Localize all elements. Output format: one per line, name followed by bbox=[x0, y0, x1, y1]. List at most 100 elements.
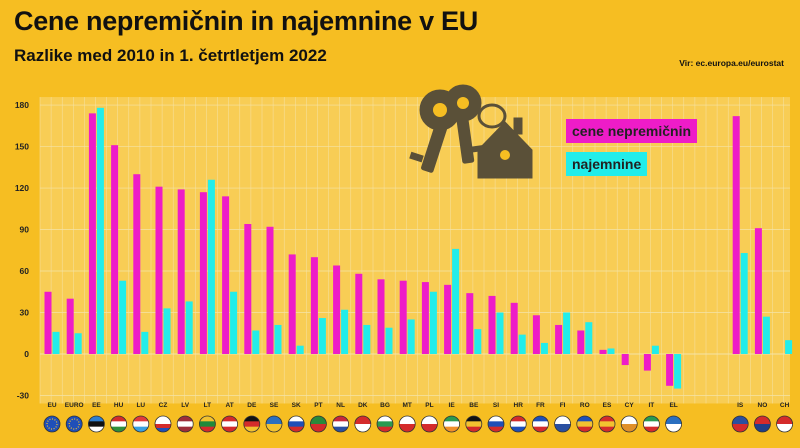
flag-ES-icon bbox=[598, 415, 616, 433]
flag-NO-icon bbox=[754, 415, 771, 433]
x-tick-label-SK: SK bbox=[292, 402, 301, 409]
bar-prices-CZ bbox=[155, 186, 163, 354]
bar-prices-FR bbox=[532, 315, 540, 354]
bar-prices-SE bbox=[266, 226, 274, 354]
bar-prices-IS bbox=[732, 116, 740, 355]
bar-rents-DK bbox=[363, 324, 371, 354]
flag-LT-icon bbox=[198, 415, 216, 433]
x-tick-label-AT: AT bbox=[226, 402, 234, 409]
x-tick-label-CZ: CZ bbox=[159, 402, 168, 409]
x-tick-label-IS: IS bbox=[737, 402, 744, 409]
x-tick-label-HR: HR bbox=[514, 402, 524, 409]
bar-prices-CY bbox=[621, 354, 629, 366]
bar-rents-HR bbox=[518, 334, 526, 354]
bar-prices-PT bbox=[310, 257, 318, 354]
x-tick-label-FR: FR bbox=[536, 402, 545, 409]
bar-prices-EE bbox=[88, 113, 96, 354]
bar-prices-BG bbox=[377, 279, 385, 354]
x-tick-label-PL: PL bbox=[425, 402, 433, 409]
flag-FR-icon bbox=[532, 415, 549, 433]
flag-PL-icon bbox=[420, 415, 438, 433]
x-tick-label-IT: IT bbox=[649, 402, 655, 409]
bar-rents-NO bbox=[762, 316, 770, 354]
bar-rents-HU bbox=[119, 280, 127, 354]
bar-rents-CH bbox=[785, 340, 793, 354]
bar-prices-RO bbox=[577, 330, 585, 354]
bar-rents-NL bbox=[341, 309, 349, 354]
bar-rents-EE bbox=[96, 107, 104, 355]
bar-prices-HU bbox=[111, 145, 119, 354]
x-tick-label-DK: DK bbox=[358, 402, 368, 409]
flag-AT-icon bbox=[221, 415, 239, 433]
y-tick-label: 180 bbox=[15, 100, 29, 110]
bar-prices-LU bbox=[133, 174, 141, 354]
flag-LV-icon bbox=[176, 415, 194, 433]
bars bbox=[44, 107, 793, 389]
flag-MT-icon bbox=[398, 415, 416, 433]
x-tick-label-LV: LV bbox=[181, 402, 189, 409]
bar-rents-IS bbox=[740, 253, 748, 354]
x-tick-label-CH: CH bbox=[780, 402, 790, 409]
x-tick-label-SE: SE bbox=[270, 402, 279, 409]
bar-prices-SI bbox=[488, 295, 496, 354]
flag-CH-icon bbox=[776, 415, 793, 433]
flag-HU-icon bbox=[110, 415, 127, 433]
y-axis-tick-labels: -30 0 30 60 90 120 150 180 bbox=[15, 100, 29, 400]
bar-rents-SE bbox=[274, 324, 282, 354]
flag-EE-icon bbox=[88, 415, 105, 433]
bar-rents-BE bbox=[474, 329, 482, 354]
bar-prices-BE bbox=[466, 293, 474, 354]
y-tick-label: 150 bbox=[15, 142, 29, 152]
flag-SK-icon bbox=[287, 415, 305, 433]
x-tick-label-IE: IE bbox=[449, 402, 456, 409]
flag-HR-icon bbox=[509, 415, 527, 433]
y-tick-label: 30 bbox=[20, 308, 30, 318]
flag-DK-icon bbox=[354, 415, 372, 433]
bar-prices-IE bbox=[444, 284, 452, 354]
x-tick-label-LU: LU bbox=[136, 402, 145, 409]
bar-rents-LU bbox=[141, 331, 149, 354]
flag-NL-icon bbox=[332, 415, 350, 433]
bar-prices-LV bbox=[177, 189, 185, 354]
bar-rents-IT bbox=[651, 345, 659, 354]
bar-rents-MT bbox=[407, 319, 415, 354]
flag-EU-icon bbox=[43, 415, 61, 433]
bar-rents-EURO bbox=[74, 333, 82, 354]
y-tick-label: 90 bbox=[20, 225, 30, 235]
bar-prices-EL bbox=[666, 354, 674, 386]
bar-prices-IT bbox=[643, 354, 651, 371]
x-tick-label-PT: PT bbox=[314, 402, 322, 409]
x-tick-label-NO: NO bbox=[758, 402, 768, 409]
x-tick-label-RO: RO bbox=[580, 402, 590, 409]
x-tick-label-EU: EU bbox=[47, 402, 56, 409]
flag-CY-icon bbox=[620, 415, 638, 433]
bar-prices-SK bbox=[288, 254, 296, 354]
x-tick-label-EE: EE bbox=[92, 402, 101, 409]
x-tick-label-LT: LT bbox=[204, 402, 211, 409]
x-tick-label-DE: DE bbox=[247, 402, 257, 409]
bar-prices-DK bbox=[355, 273, 363, 354]
bar-rents-LT bbox=[207, 179, 215, 354]
x-tick-label-EL: EL bbox=[669, 402, 677, 409]
bar-prices-LT bbox=[199, 192, 207, 354]
bar-rents-PT bbox=[318, 318, 326, 354]
y-tick-label: 120 bbox=[15, 183, 29, 193]
bar-rents-FR bbox=[540, 342, 548, 354]
flag-CZ-icon bbox=[154, 415, 172, 433]
x-tick-label-HU: HU bbox=[114, 402, 124, 409]
bar-prices-HR bbox=[510, 302, 518, 354]
bar-rents-PL bbox=[429, 291, 437, 354]
flag-PT-icon bbox=[309, 415, 327, 433]
bar-rents-ES bbox=[607, 348, 615, 354]
page-title: Cene nepremičnin in najemnine v EU bbox=[14, 6, 478, 36]
flag-SI-icon bbox=[487, 415, 505, 433]
bar-rents-EU bbox=[52, 331, 60, 354]
bar-prices-DE bbox=[244, 223, 252, 354]
bar-rents-DE bbox=[252, 330, 260, 354]
flag-LU-icon bbox=[132, 415, 150, 433]
x-tick-label-BG: BG bbox=[380, 402, 390, 409]
bar-rents-CZ bbox=[163, 308, 171, 354]
bar-rents-IE bbox=[452, 248, 460, 354]
x-tick-label-NL: NL bbox=[336, 402, 345, 409]
